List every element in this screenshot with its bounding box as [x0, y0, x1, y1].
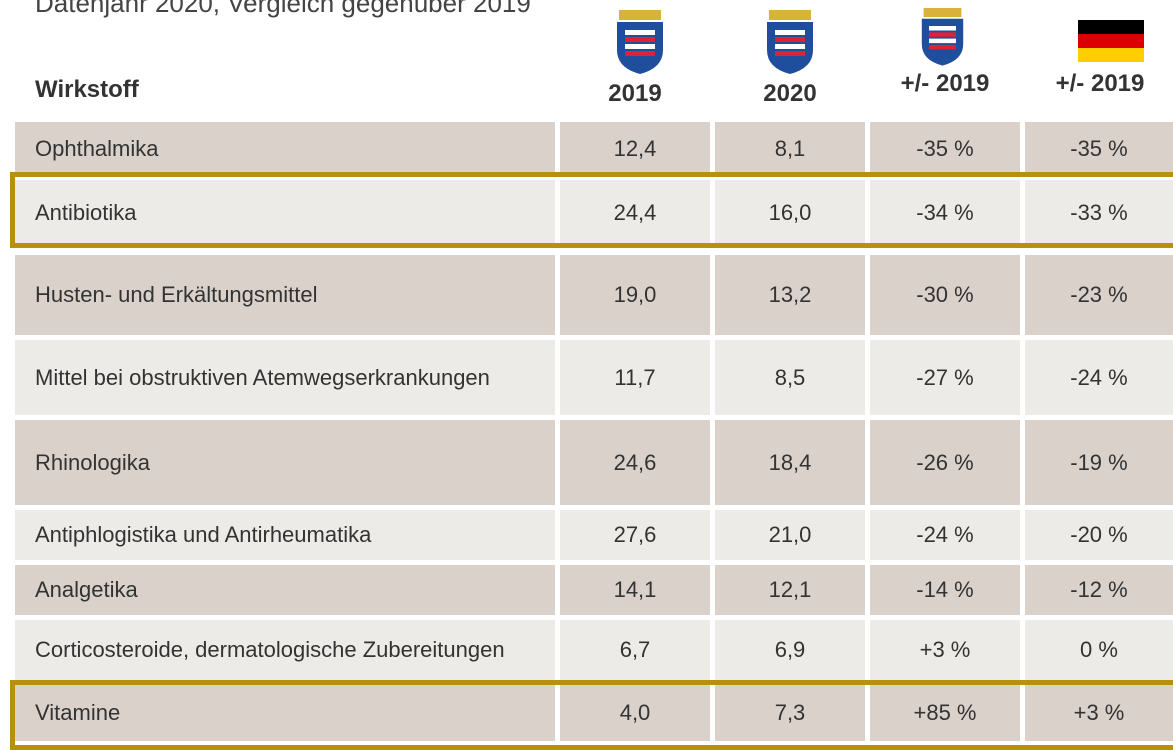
row-label: Rhinologika: [15, 420, 555, 505]
row-label: Antiphlogistika und Antirheumatika: [15, 510, 555, 560]
cell-value: -34 %: [870, 180, 1020, 245]
hessen-crest: [767, 10, 813, 74]
column-header: +/- 2019: [900, 70, 990, 97]
cell-value: -23 %: [1025, 255, 1173, 335]
cell-value: 11,7: [560, 340, 710, 415]
column-label: Wirkstoff: [35, 76, 139, 103]
hessen-crest: [921, 8, 964, 66]
cell-value: -12 %: [1025, 565, 1173, 615]
cell-value: -27 %: [870, 340, 1020, 415]
cell-value: 0 %: [1025, 620, 1173, 680]
cell-value: 8,1: [715, 122, 865, 175]
cell-value: 24,6: [560, 420, 710, 505]
column-header: +/- 2019: [1055, 70, 1145, 97]
cell-value: 16,0: [715, 180, 865, 245]
column-header: 2019: [608, 80, 662, 107]
cell-value: 6,9: [715, 620, 865, 680]
cell-value: 12,1: [715, 565, 865, 615]
cell-value: 21,0: [715, 510, 865, 560]
cell-value: -20 %: [1025, 510, 1173, 560]
highlight-frame: [10, 680, 1173, 750]
row-label: Corticosteroide, dermatologische Zuberei…: [15, 620, 555, 680]
row-label: Husten- und Erkältungsmittel: [15, 255, 555, 335]
cell-value: 4,0: [560, 685, 710, 741]
cell-value: 18,4: [715, 420, 865, 505]
cell-value: 24,4: [560, 180, 710, 245]
row-label: Ophthalmika: [15, 122, 555, 175]
highlight-frame: [10, 172, 1173, 248]
cell-value: 13,2: [715, 255, 865, 335]
cell-value: -14 %: [870, 565, 1020, 615]
cell-value: -24 %: [870, 510, 1020, 560]
cell-value: 8,5: [715, 340, 865, 415]
row-label: Mittel bei obstruktiven Atemwegserkranku…: [15, 340, 555, 415]
cell-value: 7,3: [715, 685, 865, 741]
row-label: Vitamine: [15, 685, 555, 741]
cell-value: +85 %: [870, 685, 1020, 741]
cell-value: -33 %: [1025, 180, 1173, 245]
cell-value: -24 %: [1025, 340, 1173, 415]
subtitle: Datenjahr 2020, Vergleich gegenüber 2019: [35, 0, 531, 18]
cell-value: 12,4: [560, 122, 710, 175]
hessen-crest: [617, 10, 663, 74]
german-flag: [1078, 20, 1144, 62]
cell-value: -35 %: [870, 122, 1020, 175]
cell-value: -26 %: [870, 420, 1020, 505]
cell-value: +3 %: [1025, 685, 1173, 741]
column-header: 2020: [763, 80, 817, 107]
cell-value: 6,7: [560, 620, 710, 680]
row-label: Antibiotika: [15, 180, 555, 245]
cell-value: +3 %: [870, 620, 1020, 680]
cell-value: 14,1: [560, 565, 710, 615]
cell-value: -30 %: [870, 255, 1020, 335]
cell-value: -35 %: [1025, 122, 1173, 175]
header-icons: [617, 8, 1144, 74]
cell-value: 19,0: [560, 255, 710, 335]
cell-value: 27,6: [560, 510, 710, 560]
cell-value: -19 %: [1025, 420, 1173, 505]
row-label: Analgetika: [15, 565, 555, 615]
